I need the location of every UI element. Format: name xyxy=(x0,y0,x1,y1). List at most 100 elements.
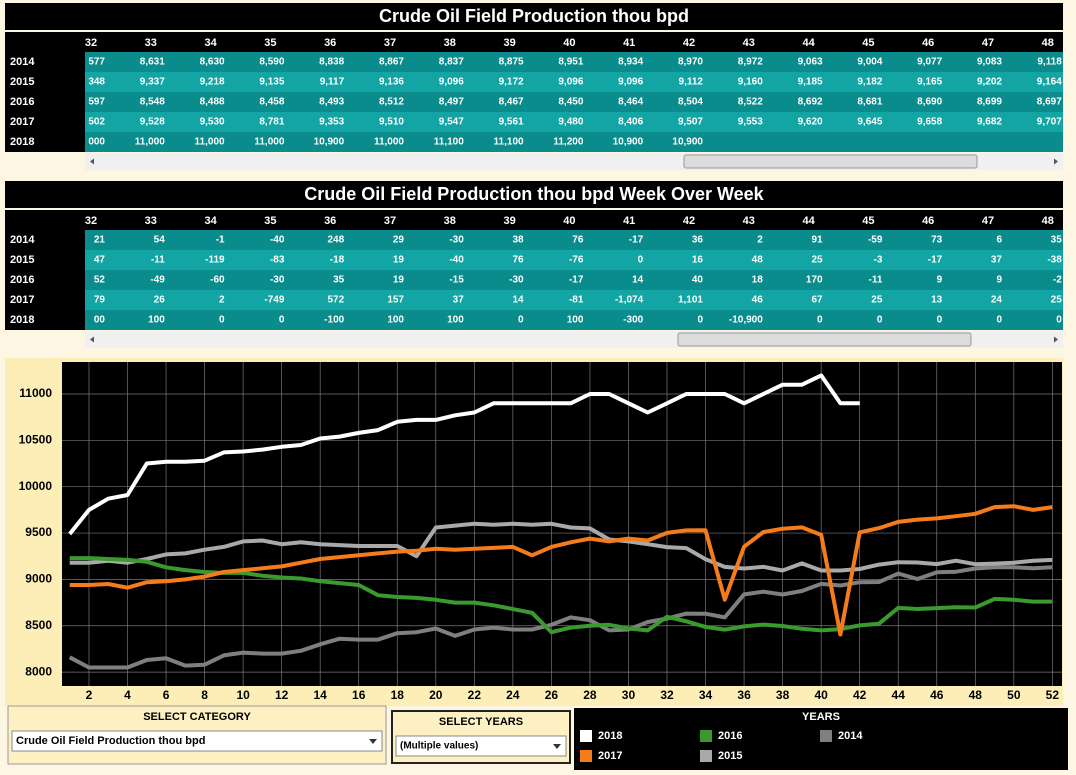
table-cell: 100 xyxy=(387,315,404,326)
table-cell: 348 xyxy=(88,77,105,88)
table-cell: -15 xyxy=(449,275,464,286)
y-tick-label: 9000 xyxy=(25,572,52,586)
table-cell: 9,083 xyxy=(977,57,1002,68)
table-cell: 8,699 xyxy=(977,97,1002,108)
table-cell: 37 xyxy=(991,255,1003,266)
table-cell: 14 xyxy=(512,295,524,306)
table-cell: 8,970 xyxy=(678,57,703,68)
table-cell: 9,096 xyxy=(558,77,583,88)
dropdown-arrow xyxy=(553,744,561,749)
table-cell: -10,900 xyxy=(729,315,763,326)
x-tick-label: 44 xyxy=(892,688,906,702)
table-cell: -300 xyxy=(623,315,643,326)
column-header: 44 xyxy=(802,215,815,227)
table-body: 32 33 34 35 36 37 38 39 40 41 42 43 44 45 46 47 48 xyxy=(85,215,1054,227)
table-cell: 8,951 xyxy=(558,57,583,68)
table-cell: 8,512 xyxy=(379,97,404,108)
table-cell: 8,631 xyxy=(140,57,165,68)
table-cell: 11,100 xyxy=(434,137,464,148)
table-cell: 9,480 xyxy=(558,117,583,128)
row-cells: 52 -49 -60 -30 35 19 -15 -30 -17 14 40 18 170 -11 9 9 -2 xyxy=(94,275,1062,286)
table-cell: 36 xyxy=(692,235,704,246)
table-cell: 19 xyxy=(393,255,405,266)
table-cell: 8,690 xyxy=(917,97,942,108)
table-cell: 54 xyxy=(154,235,166,246)
table-cell: 11,000 xyxy=(135,137,165,148)
table-cell: 35 xyxy=(1051,235,1063,246)
table-cell: 8,464 xyxy=(618,97,643,108)
table-cell: 11,200 xyxy=(553,137,583,148)
table-cell: 79 xyxy=(94,295,106,306)
years-label: SELECT YEARS xyxy=(439,716,523,728)
column-header: 36 xyxy=(324,215,336,227)
row-label-cell xyxy=(5,92,85,112)
row-label: 2015 xyxy=(10,254,34,266)
table-cell: 8,406 xyxy=(618,117,643,128)
table-cell: 9,063 xyxy=(798,57,823,68)
table-cell: 0 xyxy=(697,315,703,326)
table-row xyxy=(85,52,1063,72)
legend-label: 2017 xyxy=(598,750,622,762)
table-cell: 48 xyxy=(752,255,764,266)
row-label-cell xyxy=(5,310,85,330)
table-cell: 8,450 xyxy=(558,97,583,108)
x-tick-label: 30 xyxy=(622,688,636,702)
x-tick-label: 12 xyxy=(275,688,289,702)
column-header: 47 xyxy=(982,37,994,49)
table-cell: 29 xyxy=(393,235,405,246)
table-cell: 9,135 xyxy=(259,77,284,88)
table-row xyxy=(85,310,1063,330)
table-cell: 37 xyxy=(453,295,465,306)
row-label-cell xyxy=(5,72,85,92)
years-dropdown[interactable] xyxy=(395,735,567,757)
scroll-right xyxy=(1054,336,1058,343)
column-header: 34 xyxy=(204,37,217,49)
table-cell: 9,077 xyxy=(917,57,942,68)
legend-title: YEARS xyxy=(802,711,840,723)
table-cell: 8,467 xyxy=(499,97,524,108)
table-cell: 9,185 xyxy=(798,77,823,88)
table-cell: -30 xyxy=(509,275,524,286)
x-tick-label: 18 xyxy=(391,688,405,702)
dropdown-arrow xyxy=(369,739,377,744)
table-cell: -17 xyxy=(928,255,943,266)
category-dropdown[interactable] xyxy=(11,730,383,752)
row-cells: 21 54 -1 -40 248 29 -30 38 76 -17 36 2 91 -59 73 6 35 xyxy=(94,235,1062,246)
table-body: 32 33 34 35 36 37 38 39 40 41 42 43 44 45 46 47 48 xyxy=(85,37,1054,49)
table-cell: -59 xyxy=(868,235,883,246)
x-tick-label: 46 xyxy=(930,688,944,702)
row-label-cell xyxy=(5,230,85,250)
table-cell: 10,900 xyxy=(613,137,644,148)
row-label: 2018 xyxy=(10,136,34,148)
table-cell: 9,547 xyxy=(439,117,464,128)
table-cell: 47 xyxy=(94,255,106,266)
column-header: 48 xyxy=(1042,215,1054,227)
row-cells: 79 26 2 -749 572 157 37 14 -81 -1,074 1,101 46 67 25 1… xyxy=(94,295,1062,306)
x-tick-label: 42 xyxy=(853,688,867,702)
table-cell: -749 xyxy=(264,295,284,306)
x-tick-label: 48 xyxy=(969,688,983,702)
table-cell: 8,837 xyxy=(439,57,464,68)
table-cell: -1,074 xyxy=(615,295,644,306)
table-cell: 46 xyxy=(752,295,764,306)
table-cell: -17 xyxy=(569,275,584,286)
table-cell: 24 xyxy=(991,295,1003,306)
table-cell: 8,697 xyxy=(1037,97,1062,108)
table-cell: 9,530 xyxy=(200,117,225,128)
row-label: 2015 xyxy=(10,76,34,88)
row-label: 2016 xyxy=(10,96,34,108)
table-cell: 9,136 xyxy=(379,77,404,88)
table-cell: 91 xyxy=(811,235,823,246)
table-cell: 170 xyxy=(806,275,823,286)
table-cell: 572 xyxy=(328,295,345,306)
table-cell: 9,510 xyxy=(379,117,404,128)
table-cell: 11,000 xyxy=(254,137,284,148)
y-tick-label: 10000 xyxy=(19,479,53,493)
x-tick-label: 20 xyxy=(429,688,443,702)
column-header: 34 xyxy=(204,215,217,227)
table-cell: 0 xyxy=(219,315,225,326)
table-cell: 9,658 xyxy=(917,117,942,128)
x-tick-label: 38 xyxy=(776,688,790,702)
x-tick-label: 14 xyxy=(314,688,328,702)
table-row xyxy=(85,72,1063,92)
